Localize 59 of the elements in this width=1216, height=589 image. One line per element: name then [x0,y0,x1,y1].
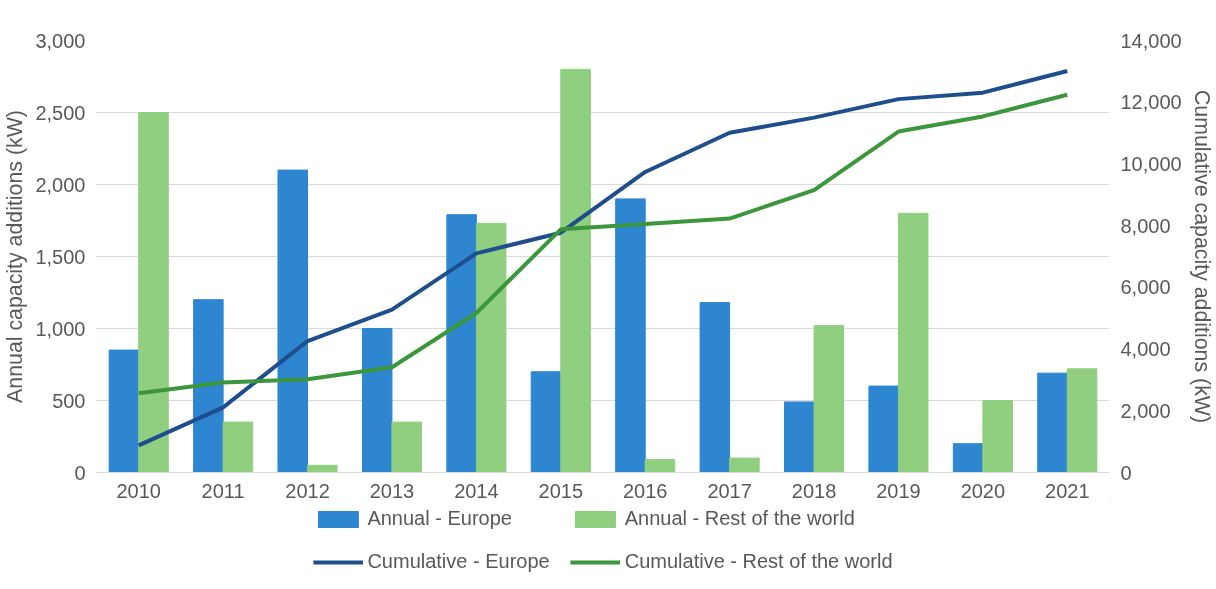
bar [813,325,845,473]
y-axis-title: Annual capacity additions (kW) [3,110,28,403]
x-tick-label: 2014 [454,479,499,502]
y2-tick-label: 10,000 [1120,152,1182,175]
bar [446,214,477,473]
bar [615,198,646,473]
bar [108,349,140,473]
bar [391,421,422,473]
bar [729,457,760,473]
bar [193,299,224,473]
bar [952,443,984,473]
x-tick-label: 2012 [285,479,330,502]
y2-tick-label: 8,000 [1120,214,1171,237]
legend-label: Annual - Rest of the world [624,507,855,530]
bar [982,400,1013,473]
x-tick-label: 2021 [1045,479,1090,502]
legend-label: Annual - Europe [367,507,512,530]
y-tick-label: 3,000 [35,29,86,52]
y2-axis-title: Cumulative capacity additions (kW) [1189,89,1214,424]
x-tick-label: 2020 [960,479,1006,502]
bar [1037,372,1068,473]
y2-tick-label: 12,000 [1120,91,1182,114]
bar [1066,368,1098,473]
y2-tick-label: 0 [1120,461,1132,484]
legend-label: Cumulative - Europe [367,550,550,573]
y-tick-label: 2,000 [35,173,86,196]
line-series [136,69,1070,448]
y2-tick-label: 14,000 [1120,29,1182,52]
y-tick-label: 1,000 [35,317,86,340]
y-tick-label: 1,500 [35,245,86,268]
y2-tick-label: 4,000 [1120,338,1171,361]
bar [530,371,562,473]
line-series [136,92,1070,396]
bar [475,222,507,473]
legend-label: Cumulative - Rest of the world [624,550,893,573]
x-tick-label: 2016 [622,479,668,502]
bar [699,302,731,473]
x-tick-label: 2015 [538,479,584,502]
bar [138,112,169,473]
x-tick-label: 2013 [369,479,415,502]
x-tick-label: 2010 [116,479,161,502]
y-tick-label: 500 [52,389,86,412]
bar [361,328,393,473]
y2-tick-label: 2,000 [1120,399,1171,422]
x-tick-label: 2017 [707,479,752,502]
bar [277,169,309,473]
x-tick-label: 2018 [791,479,837,502]
y-tick-label: 0 [74,461,86,484]
bar [897,212,929,473]
x-tick-label: 2011 [201,479,245,502]
bar [868,385,899,473]
x-tick-label: 2019 [876,479,921,502]
bar [644,459,676,473]
bar [784,401,815,473]
bar [222,421,254,473]
y2-tick-label: 6,000 [1120,276,1171,299]
bar [560,68,591,473]
bar [307,464,338,473]
y-tick-label: 2,500 [35,101,86,124]
